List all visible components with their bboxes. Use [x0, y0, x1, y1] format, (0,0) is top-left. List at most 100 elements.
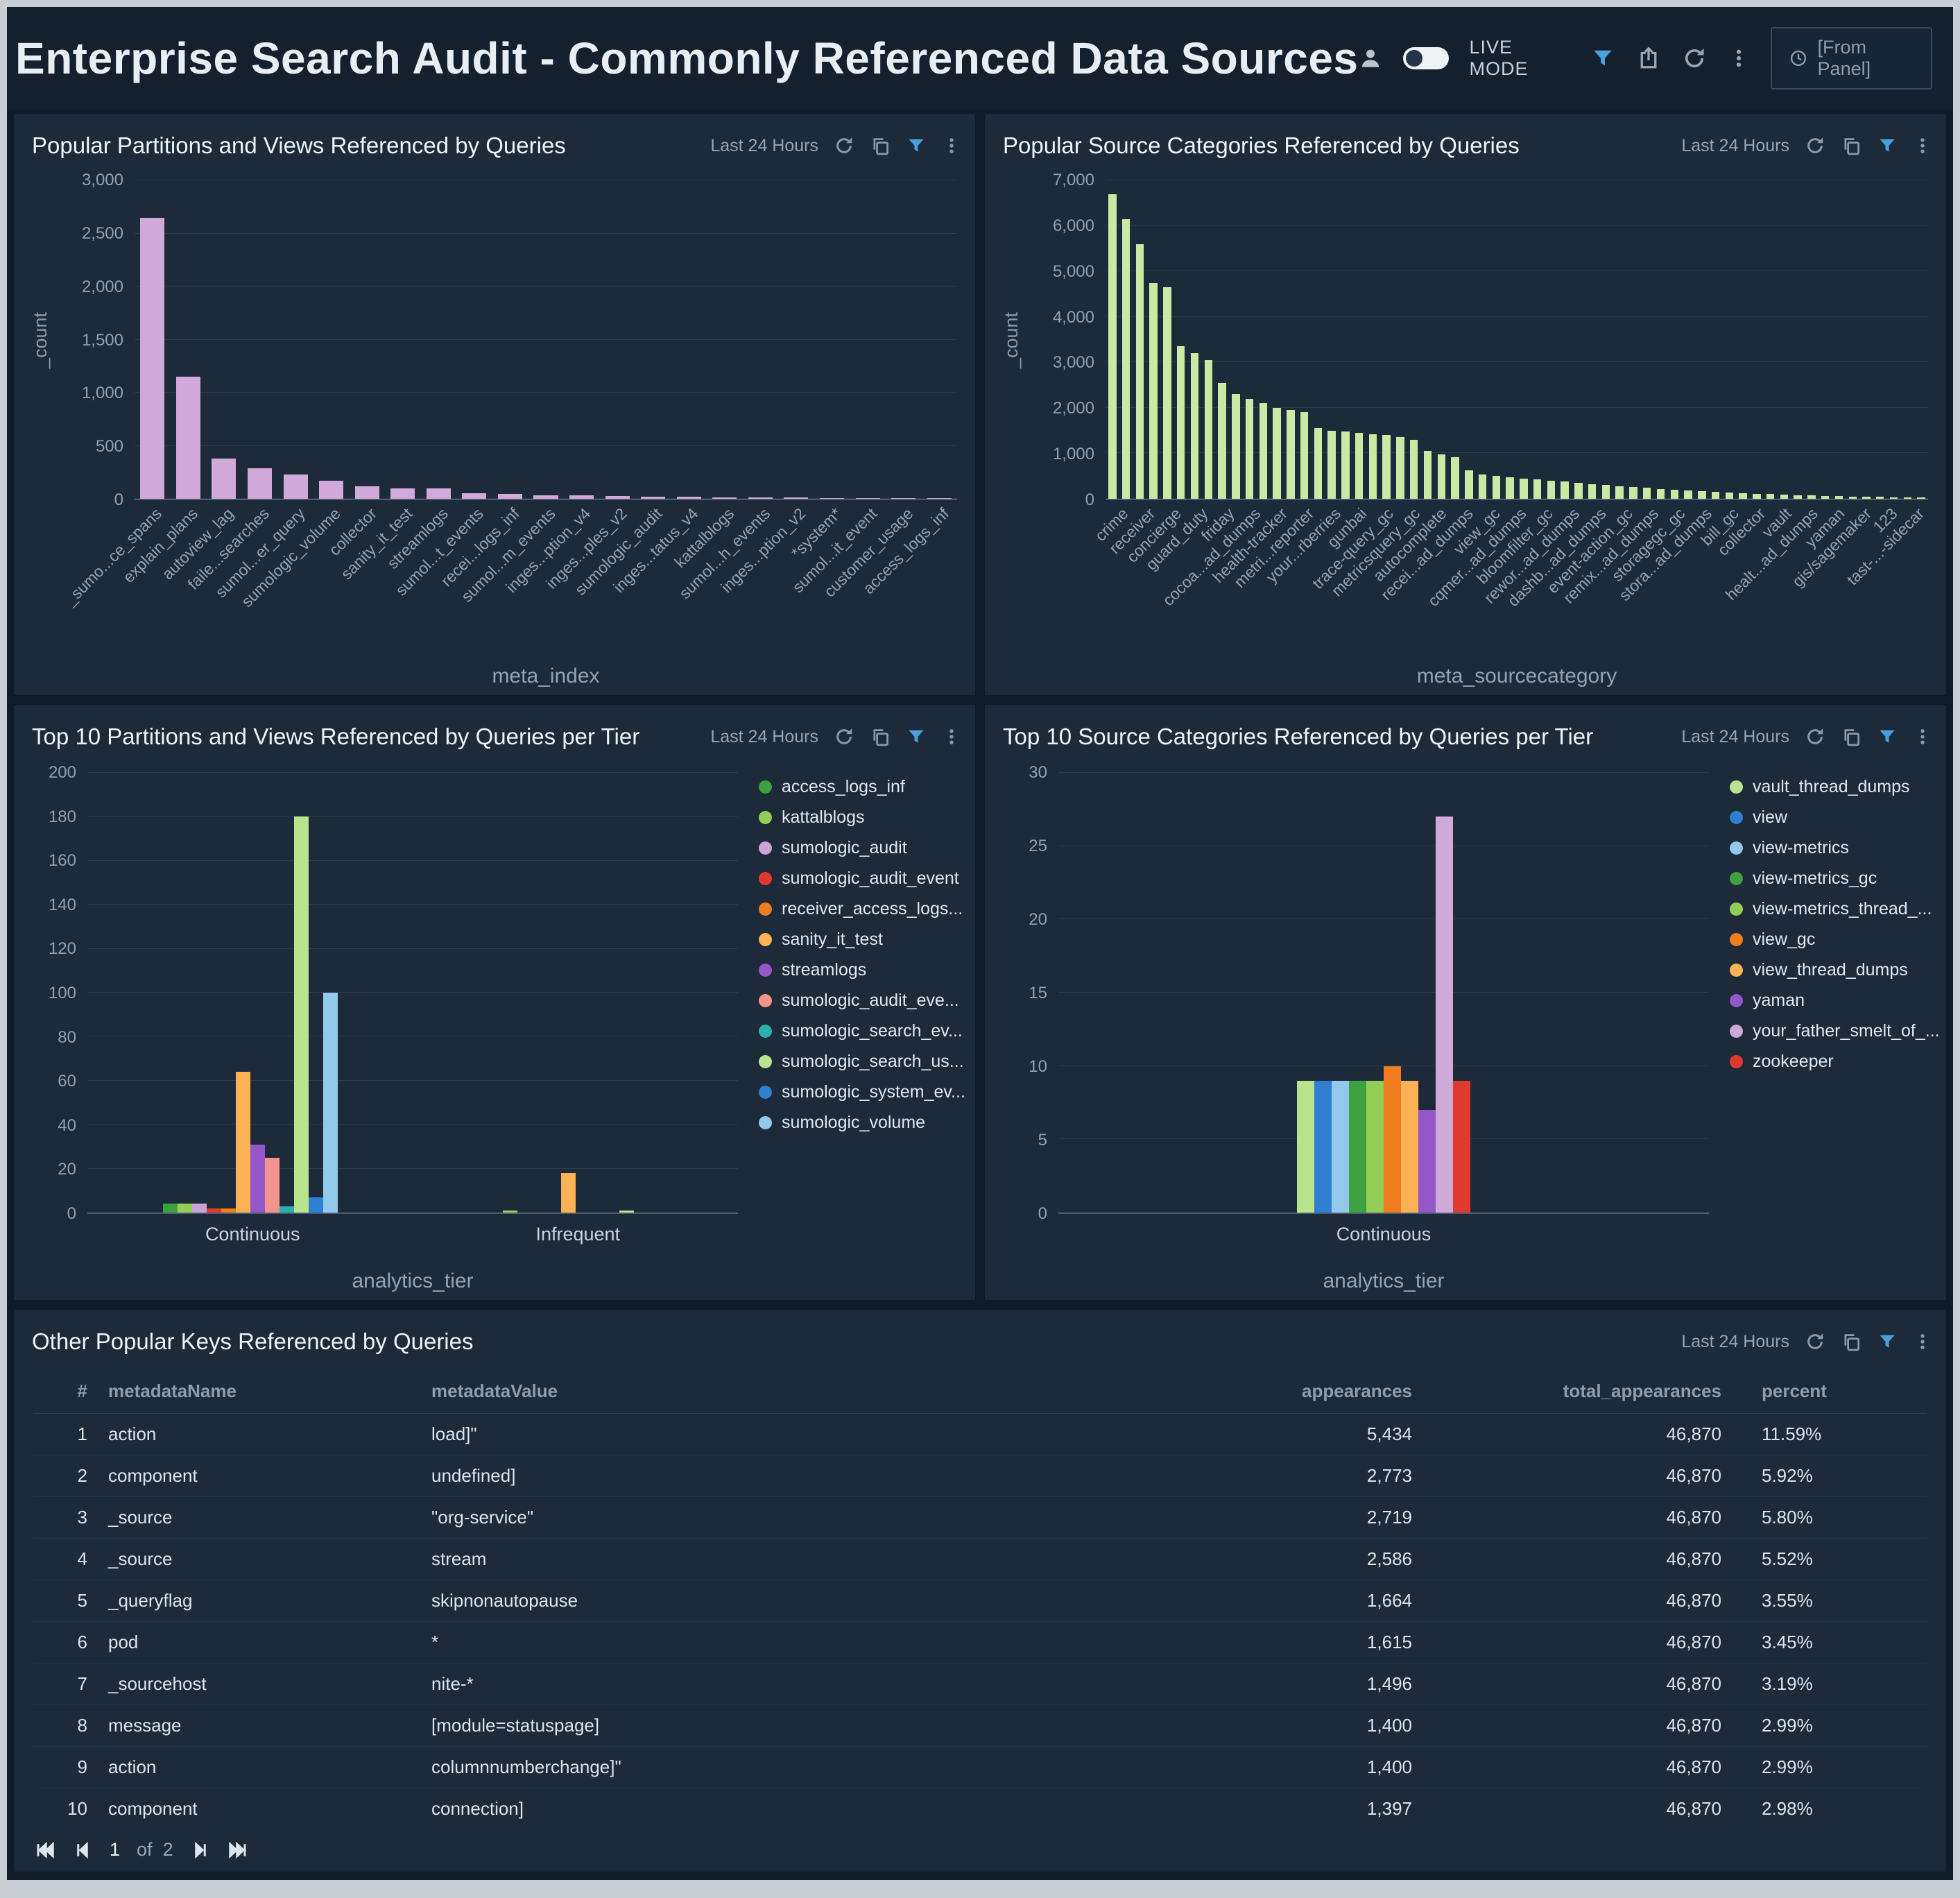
- filter-icon[interactable]: [1590, 46, 1615, 71]
- panel-time-range[interactable]: Last 24 Hours: [1681, 1331, 1789, 1351]
- kebab-menu-icon[interactable]: [1913, 136, 1932, 155]
- bar[interactable]: [855, 497, 880, 499]
- bar[interactable]: [1297, 1080, 1314, 1213]
- bar[interactable]: [1423, 451, 1432, 499]
- bar[interactable]: [891, 497, 916, 499]
- bar[interactable]: [1834, 496, 1843, 499]
- bar[interactable]: [279, 1206, 294, 1213]
- bar[interactable]: [533, 495, 558, 499]
- bar[interactable]: [784, 497, 809, 499]
- bar[interactable]: [605, 496, 630, 499]
- filter-icon[interactable]: [906, 135, 927, 156]
- refresh-icon[interactable]: [1805, 726, 1825, 747]
- bar[interactable]: [1341, 431, 1350, 499]
- bar[interactable]: [1465, 470, 1473, 499]
- bar[interactable]: [560, 1172, 576, 1213]
- bar[interactable]: [619, 1210, 634, 1213]
- bar[interactable]: [319, 481, 344, 499]
- bar[interactable]: [819, 497, 844, 499]
- table-row[interactable]: 4 _source stream 2,586 46,870 5.52%: [33, 1538, 1927, 1580]
- copy-icon[interactable]: [1841, 726, 1862, 747]
- bar[interactable]: [1753, 493, 1761, 499]
- bar[interactable]: [140, 217, 165, 499]
- bar[interactable]: [1368, 434, 1377, 499]
- bar[interactable]: [1436, 817, 1453, 1213]
- legend-item[interactable]: view-metrics_thread_...: [1730, 899, 1938, 919]
- legend-item[interactable]: sumologic_search_ev...: [759, 1021, 967, 1041]
- bar[interactable]: [1862, 497, 1871, 499]
- panel-time-range[interactable]: Last 24 Hours: [710, 135, 818, 155]
- bar[interactable]: [1327, 430, 1336, 499]
- bar[interactable]: [1807, 495, 1816, 499]
- bar[interactable]: [1410, 439, 1418, 499]
- bar[interactable]: [1332, 1080, 1349, 1213]
- bar[interactable]: [264, 1157, 280, 1213]
- bar[interactable]: [1349, 1080, 1366, 1213]
- refresh-icon[interactable]: [1805, 1331, 1825, 1352]
- bar[interactable]: [1149, 282, 1158, 499]
- table-row[interactable]: 8 message [module=statuspage] 1,400 46,870 2.…: [33, 1704, 1927, 1747]
- bar[interactable]: [748, 497, 773, 499]
- refresh-icon[interactable]: [834, 726, 854, 747]
- time-range-selector[interactable]: [From Panel]: [1770, 27, 1932, 89]
- filter-icon[interactable]: [906, 726, 927, 747]
- bar[interactable]: [221, 1208, 236, 1213]
- kebab-menu-icon[interactable]: [1913, 727, 1932, 746]
- bar[interactable]: [927, 498, 952, 499]
- bar[interactable]: [206, 1208, 221, 1213]
- bar[interactable]: [1382, 435, 1391, 499]
- bar[interactable]: [1163, 287, 1171, 499]
- bar[interactable]: [1314, 1080, 1332, 1213]
- panel-time-range[interactable]: Last 24 Hours: [710, 726, 818, 746]
- bar[interactable]: [502, 1210, 517, 1213]
- legend-item[interactable]: sumologic_audit_event: [759, 869, 967, 889]
- bar[interactable]: [1547, 480, 1556, 499]
- bar[interactable]: [390, 488, 415, 499]
- legend-item[interactable]: streamlogs: [759, 960, 967, 980]
- bar[interactable]: [1889, 497, 1898, 499]
- bar[interactable]: [354, 486, 379, 499]
- bar[interactable]: [1766, 494, 1775, 499]
- bar[interactable]: [293, 817, 309, 1213]
- bar[interactable]: [1176, 346, 1185, 499]
- bar[interactable]: [569, 495, 594, 499]
- legend-item[interactable]: view_gc: [1730, 930, 1938, 950]
- bar[interactable]: [1401, 1080, 1418, 1213]
- bar[interactable]: [1478, 474, 1487, 499]
- legend-item[interactable]: sumologic_volume: [759, 1113, 967, 1133]
- legend-item[interactable]: view-metrics_gc: [1730, 869, 1938, 889]
- kebab-menu-icon[interactable]: [1913, 1332, 1932, 1351]
- table-row[interactable]: 9 action columnnumberchange]" 1,400 46,870 2.…: [33, 1746, 1927, 1788]
- bar[interactable]: [1396, 437, 1404, 499]
- bar[interactable]: [162, 1204, 178, 1213]
- copy-icon[interactable]: [870, 726, 891, 747]
- bar[interactable]: [1451, 456, 1459, 499]
- previous-page-icon[interactable]: [72, 1840, 93, 1861]
- bar[interactable]: [1384, 1066, 1401, 1213]
- bar[interactable]: [1259, 403, 1268, 499]
- panel-time-range[interactable]: Last 24 Hours: [1681, 726, 1789, 746]
- legend-item[interactable]: yaman: [1730, 991, 1938, 1011]
- filter-icon[interactable]: [1877, 135, 1898, 156]
- bar[interactable]: [1204, 360, 1212, 499]
- bar[interactable]: [712, 497, 737, 499]
- copy-icon[interactable]: [1841, 135, 1862, 156]
- bar[interactable]: [1848, 496, 1857, 499]
- kebab-menu-icon[interactable]: [942, 136, 961, 155]
- bar[interactable]: [1917, 497, 1925, 499]
- table-row[interactable]: 1 action load]" 5,434 46,870 11.59%: [33, 1413, 1927, 1455]
- bar[interactable]: [1903, 497, 1912, 499]
- table-row[interactable]: 6 pod * 1,615 46,870 3.45%: [33, 1621, 1927, 1664]
- last-page-icon[interactable]: [227, 1840, 248, 1861]
- bar[interactable]: [1601, 485, 1610, 499]
- bar[interactable]: [1121, 219, 1131, 499]
- legend-item[interactable]: sumologic_audit: [759, 838, 967, 858]
- legend-item[interactable]: sumologic_audit_eve...: [759, 991, 967, 1011]
- bar[interactable]: [1273, 407, 1281, 499]
- bar[interactable]: [1629, 486, 1637, 499]
- table-row[interactable]: 10 component connection] 1,397 46,870 2.98%: [33, 1788, 1927, 1827]
- refresh-icon[interactable]: [834, 135, 854, 156]
- bar[interactable]: [1437, 454, 1445, 499]
- bar[interactable]: [1561, 481, 1569, 499]
- legend-item[interactable]: sanity_it_test: [759, 930, 967, 950]
